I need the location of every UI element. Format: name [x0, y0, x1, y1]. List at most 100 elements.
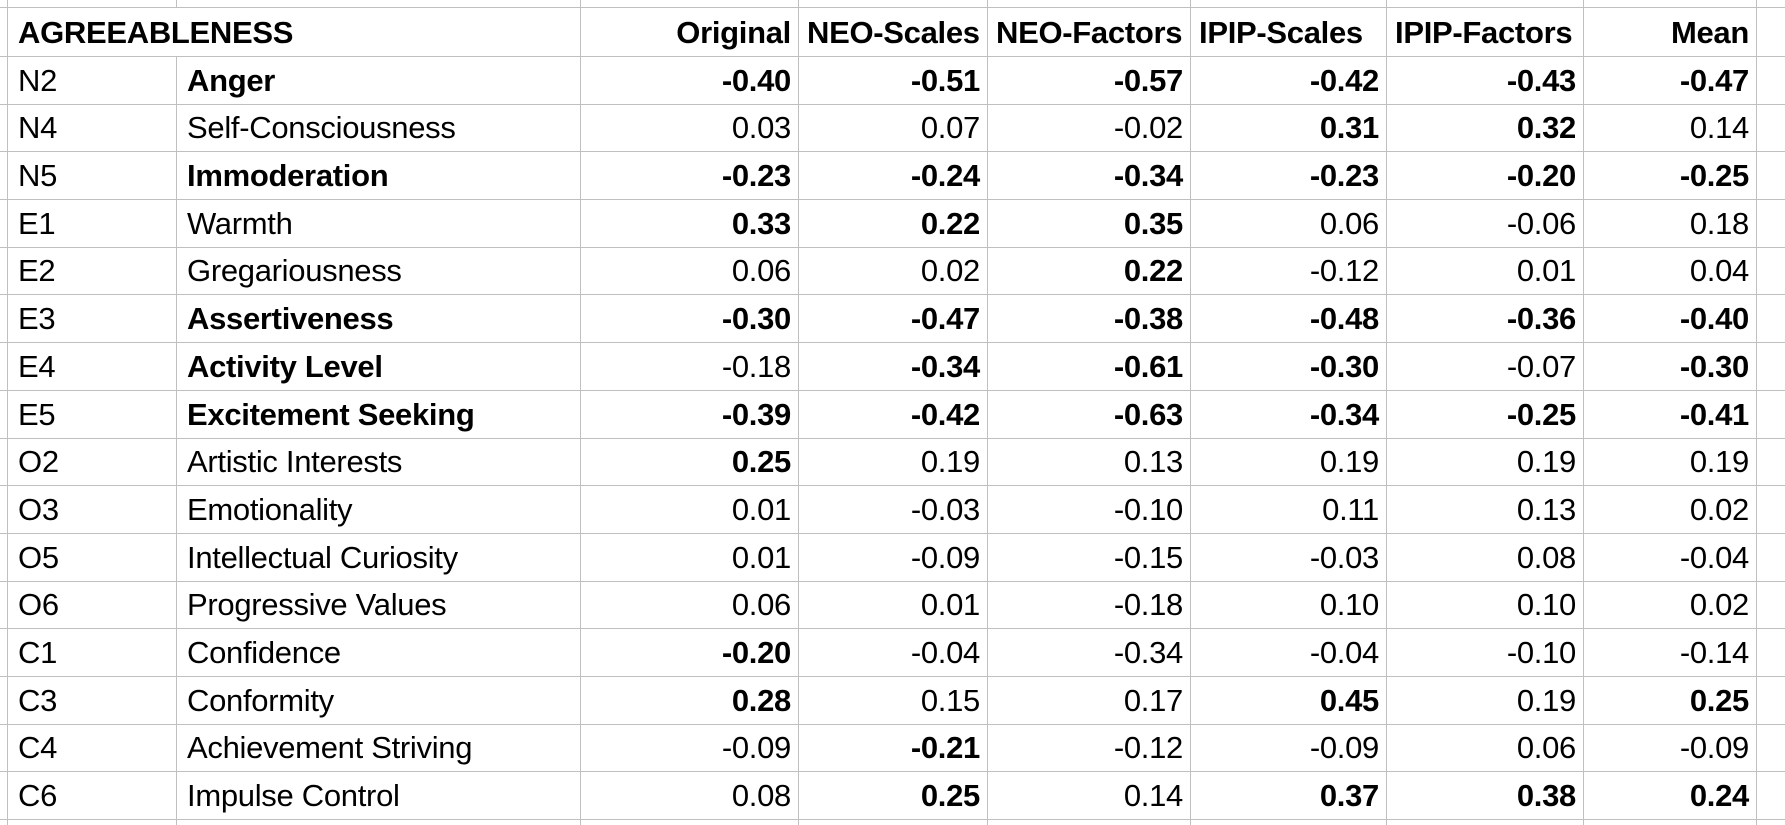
value-cell-C6-neo-factors[interactable]: 0.14 [988, 772, 1191, 819]
code-cell-E3[interactable]: E3 [8, 295, 177, 343]
facet-name-cell-C6[interactable]: Impulse Control [177, 772, 581, 819]
value-cell-O6-neo-scales[interactable]: 0.01 [799, 581, 988, 629]
value-cell-O2-mean[interactable]: 0.19 [1584, 438, 1757, 486]
facet-name-cell-E2[interactable]: Gregariousness [177, 247, 581, 295]
value-cell-E2-neo-scales[interactable]: 0.02 [799, 247, 988, 295]
value-cell-C1-neo-factors[interactable]: -0.34 [988, 629, 1191, 676]
code-cell-E1[interactable]: E1 [8, 200, 177, 247]
facet-name-cell-N4[interactable]: Self-Consciousness [177, 104, 581, 152]
value-cell-N5-ipip-factors[interactable]: -0.20 [1387, 152, 1584, 200]
code-cell-N5[interactable]: N5 [8, 152, 177, 200]
value-cell-C3-original[interactable]: 0.28 [581, 676, 799, 724]
value-cell-N5-neo-factors[interactable]: -0.34 [988, 152, 1191, 200]
facet-name-cell-E1[interactable]: Warmth [177, 200, 581, 247]
value-cell-C3-mean[interactable]: 0.25 [1584, 676, 1757, 724]
value-cell-C3-neo-scales[interactable]: 0.15 [799, 676, 988, 724]
value-cell-E4-ipip-scales[interactable]: -0.30 [1191, 343, 1387, 390]
code-cell-O2[interactable]: O2 [8, 438, 177, 486]
header-ipip-scales[interactable]: IPIP-Scales [1191, 8, 1387, 56]
value-cell-E4-original[interactable]: -0.18 [581, 343, 799, 390]
value-cell-N4-neo-scales[interactable]: 0.07 [799, 104, 988, 152]
value-cell-E3-original[interactable]: -0.30 [581, 295, 799, 343]
value-cell-E2-original[interactable]: 0.06 [581, 247, 799, 295]
value-cell-E2-mean[interactable]: 0.04 [1584, 247, 1757, 295]
value-cell-O5-neo-factors[interactable]: -0.15 [988, 533, 1191, 581]
value-cell-E5-neo-scales[interactable]: -0.42 [799, 390, 988, 438]
value-cell-N5-ipip-scales[interactable]: -0.23 [1191, 152, 1387, 200]
value-cell-E4-mean[interactable]: -0.30 [1584, 343, 1757, 390]
value-cell-C1-ipip-factors[interactable]: -0.10 [1387, 629, 1584, 676]
facet-name-cell-O5[interactable]: Intellectual Curiosity [177, 533, 581, 581]
value-cell-N5-neo-scales[interactable]: -0.24 [799, 152, 988, 200]
value-cell-E4-neo-factors[interactable]: -0.61 [988, 343, 1191, 390]
value-cell-C4-neo-scales[interactable]: -0.21 [799, 724, 988, 772]
value-cell-O3-ipip-scales[interactable]: 0.11 [1191, 486, 1387, 533]
value-cell-E3-mean[interactable]: -0.40 [1584, 295, 1757, 343]
facet-name-cell-N5[interactable]: Immoderation [177, 152, 581, 200]
facet-name-cell-N2[interactable]: Anger [177, 57, 581, 104]
code-cell-O3[interactable]: O3 [8, 486, 177, 533]
value-cell-E5-mean[interactable]: -0.41 [1584, 390, 1757, 438]
facet-name-cell-O3[interactable]: Emotionality [177, 486, 581, 533]
facet-name-cell-E3[interactable]: Assertiveness [177, 295, 581, 343]
value-cell-E5-ipip-factors[interactable]: -0.25 [1387, 390, 1584, 438]
code-cell-C1[interactable]: C1 [8, 629, 177, 676]
value-cell-E1-original[interactable]: 0.33 [581, 200, 799, 247]
value-cell-E2-neo-factors[interactable]: 0.22 [988, 247, 1191, 295]
value-cell-O5-ipip-scales[interactable]: -0.03 [1191, 533, 1387, 581]
value-cell-N2-original[interactable]: -0.40 [581, 57, 799, 104]
value-cell-E3-neo-scales[interactable]: -0.47 [799, 295, 988, 343]
facet-name-cell-E5[interactable]: Excitement Seeking [177, 390, 581, 438]
value-cell-O3-original[interactable]: 0.01 [581, 486, 799, 533]
value-cell-C1-mean[interactable]: -0.14 [1584, 629, 1757, 676]
value-cell-O3-mean[interactable]: 0.02 [1584, 486, 1757, 533]
code-cell-N2[interactable]: N2 [8, 57, 177, 104]
value-cell-O6-original[interactable]: 0.06 [581, 581, 799, 629]
code-cell-O5[interactable]: O5 [8, 533, 177, 581]
value-cell-N5-mean[interactable]: -0.25 [1584, 152, 1757, 200]
value-cell-O6-neo-factors[interactable]: -0.18 [988, 581, 1191, 629]
value-cell-N2-neo-factors[interactable]: -0.57 [988, 57, 1191, 104]
facet-name-cell-C3[interactable]: Conformity [177, 676, 581, 724]
value-cell-E3-ipip-scales[interactable]: -0.48 [1191, 295, 1387, 343]
value-cell-C6-ipip-factors[interactable]: 0.38 [1387, 772, 1584, 819]
header-neo-factors[interactable]: NEO-Factors [988, 8, 1191, 56]
value-cell-O3-ipip-factors[interactable]: 0.13 [1387, 486, 1584, 533]
facet-name-cell-C1[interactable]: Confidence [177, 629, 581, 676]
value-cell-O2-neo-scales[interactable]: 0.19 [799, 438, 988, 486]
value-cell-O6-ipip-factors[interactable]: 0.10 [1387, 581, 1584, 629]
value-cell-N2-mean[interactable]: -0.47 [1584, 57, 1757, 104]
value-cell-C4-ipip-scales[interactable]: -0.09 [1191, 724, 1387, 772]
value-cell-C4-neo-factors[interactable]: -0.12 [988, 724, 1191, 772]
value-cell-C4-original[interactable]: -0.09 [581, 724, 799, 772]
header-ipip-factors[interactable]: IPIP-Factors [1387, 8, 1584, 56]
value-cell-E4-neo-scales[interactable]: -0.34 [799, 343, 988, 390]
value-cell-E2-ipip-factors[interactable]: 0.01 [1387, 247, 1584, 295]
header-neo-scales[interactable]: NEO-Scales [799, 8, 988, 56]
value-cell-O3-neo-factors[interactable]: -0.10 [988, 486, 1191, 533]
value-cell-O6-mean[interactable]: 0.02 [1584, 581, 1757, 629]
value-cell-C4-mean[interactable]: -0.09 [1584, 724, 1757, 772]
value-cell-O3-neo-scales[interactable]: -0.03 [799, 486, 988, 533]
value-cell-E1-ipip-factors[interactable]: -0.06 [1387, 200, 1584, 247]
value-cell-O5-neo-scales[interactable]: -0.09 [799, 533, 988, 581]
value-cell-O5-ipip-factors[interactable]: 0.08 [1387, 533, 1584, 581]
value-cell-E3-ipip-factors[interactable]: -0.36 [1387, 295, 1584, 343]
value-cell-N2-neo-scales[interactable]: -0.51 [799, 57, 988, 104]
value-cell-O2-ipip-factors[interactable]: 0.19 [1387, 438, 1584, 486]
value-cell-O6-ipip-scales[interactable]: 0.10 [1191, 581, 1387, 629]
value-cell-E5-neo-factors[interactable]: -0.63 [988, 390, 1191, 438]
code-cell-C6[interactable]: C6 [8, 772, 177, 819]
value-cell-C4-ipip-factors[interactable]: 0.06 [1387, 724, 1584, 772]
value-cell-E1-neo-scales[interactable]: 0.22 [799, 200, 988, 247]
value-cell-O5-mean[interactable]: -0.04 [1584, 533, 1757, 581]
code-cell-E4[interactable]: E4 [8, 343, 177, 390]
facet-name-cell-O2[interactable]: Artistic Interests [177, 438, 581, 486]
value-cell-E5-ipip-scales[interactable]: -0.34 [1191, 390, 1387, 438]
code-cell-E2[interactable]: E2 [8, 247, 177, 295]
value-cell-O2-neo-factors[interactable]: 0.13 [988, 438, 1191, 486]
value-cell-C1-neo-scales[interactable]: -0.04 [799, 629, 988, 676]
table-title-cell[interactable]: AGREEABLENESS [8, 8, 581, 56]
value-cell-E1-neo-factors[interactable]: 0.35 [988, 200, 1191, 247]
code-cell-C4[interactable]: C4 [8, 724, 177, 772]
